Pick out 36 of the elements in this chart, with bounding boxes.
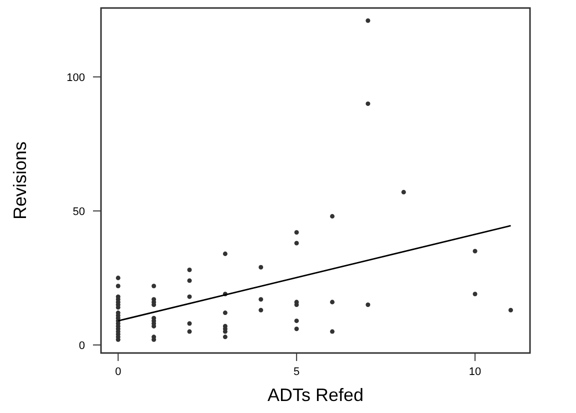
point bbox=[152, 284, 156, 288]
x-tick-label: 5 bbox=[294, 366, 300, 378]
x-axis-title: ADTs Refed bbox=[267, 385, 364, 405]
point bbox=[258, 264, 264, 270]
point bbox=[366, 101, 370, 106]
point bbox=[258, 297, 264, 302]
point bbox=[294, 230, 299, 235]
point bbox=[330, 300, 335, 304]
y-tick-label: 100 bbox=[66, 72, 85, 84]
point bbox=[366, 18, 370, 23]
point bbox=[472, 248, 478, 254]
point bbox=[116, 284, 120, 288]
point bbox=[330, 329, 335, 334]
point bbox=[294, 318, 299, 324]
y-tick-label: 50 bbox=[72, 206, 85, 218]
x-tick-label: 0 bbox=[115, 366, 122, 378]
point bbox=[187, 278, 192, 283]
point bbox=[222, 310, 228, 316]
point bbox=[294, 326, 299, 332]
point bbox=[366, 302, 370, 307]
point bbox=[187, 321, 192, 326]
point bbox=[472, 292, 478, 296]
point bbox=[330, 214, 335, 219]
point bbox=[187, 268, 192, 272]
point bbox=[187, 294, 192, 299]
point bbox=[508, 308, 513, 312]
y-axis-title: Revisions bbox=[10, 141, 30, 220]
point bbox=[222, 252, 228, 256]
point bbox=[401, 190, 406, 194]
point bbox=[116, 276, 120, 280]
point bbox=[187, 329, 192, 334]
y-tick-label: 0 bbox=[78, 340, 85, 352]
point bbox=[258, 308, 264, 312]
point bbox=[294, 240, 299, 246]
point bbox=[222, 334, 228, 340]
x-tick-label: 10 bbox=[468, 366, 482, 378]
